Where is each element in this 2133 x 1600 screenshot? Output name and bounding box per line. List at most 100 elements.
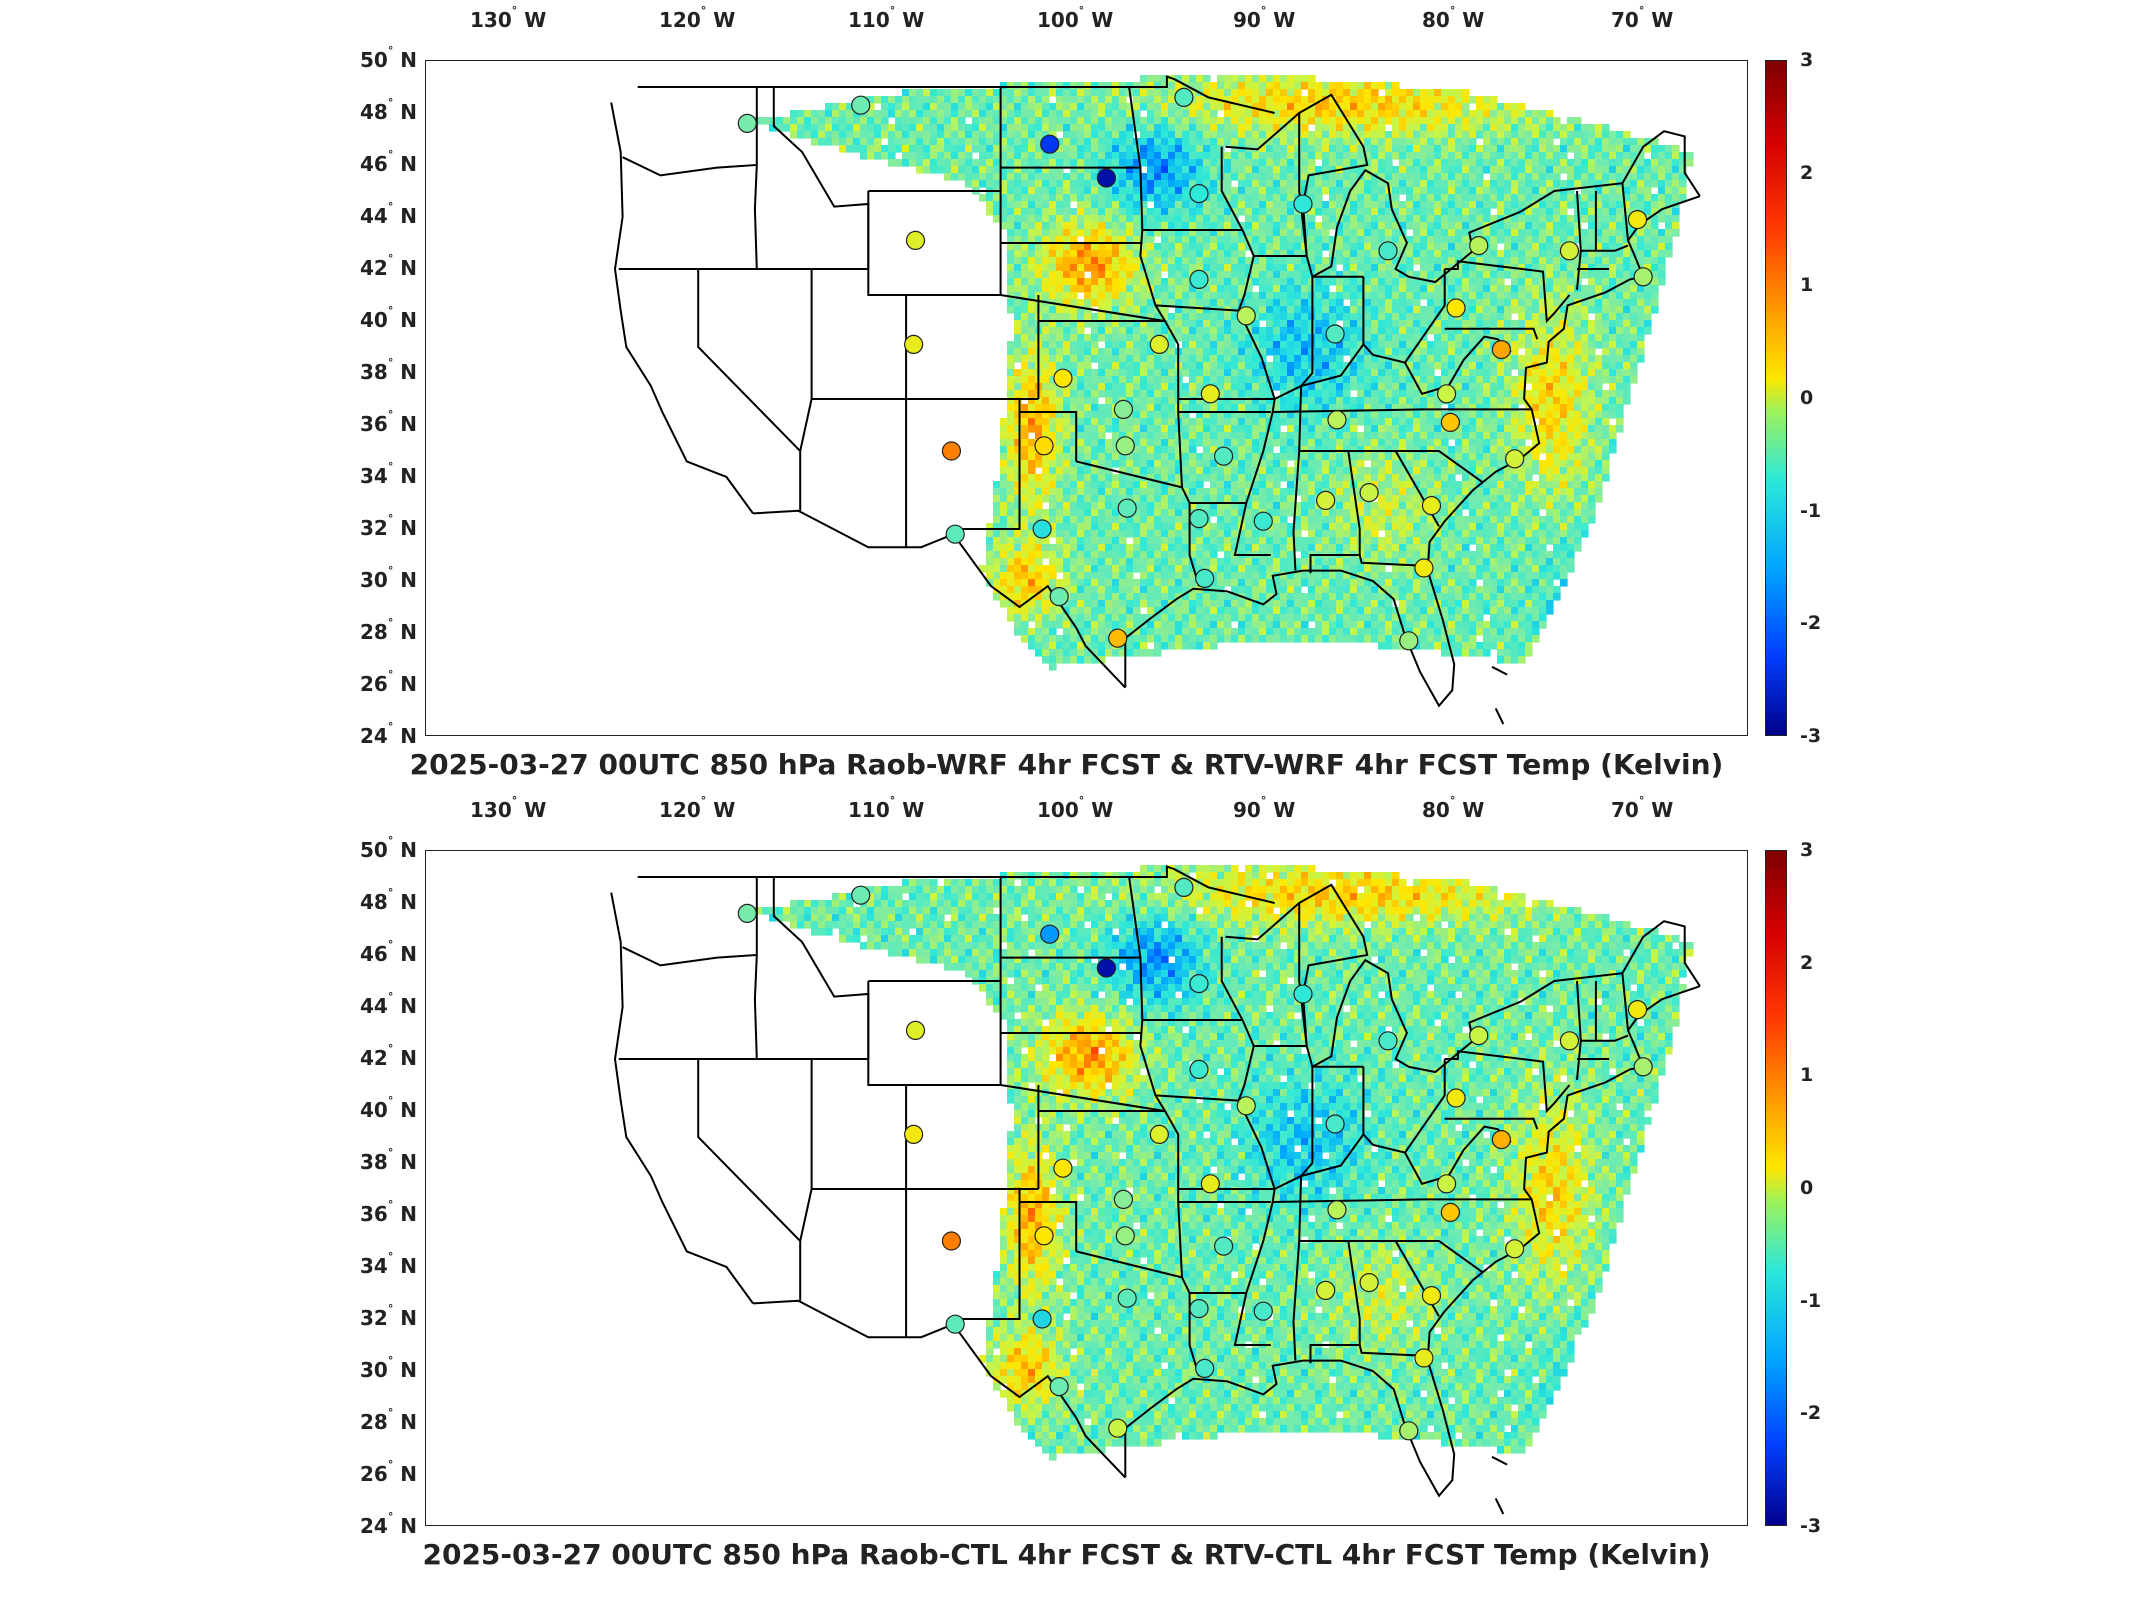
field-cell: [1126, 327, 1134, 335]
field-cell: [1504, 110, 1512, 118]
field-cell: [1294, 75, 1302, 83]
field-cell: [986, 103, 994, 111]
field-cell: [1427, 411, 1435, 419]
field-cell: [1126, 110, 1134, 118]
field-cell: [1567, 180, 1575, 188]
field-cell: [1147, 264, 1155, 272]
field-cell: [1581, 376, 1589, 384]
field-cell: [1609, 208, 1617, 216]
field-cell: [1441, 320, 1449, 328]
field-cell: [895, 159, 903, 167]
field-cell: [1014, 306, 1022, 314]
field-cell: [1056, 320, 1064, 328]
lat-tick-label: 40° N: [360, 304, 418, 332]
field-cell: [1049, 110, 1057, 118]
field-cell: [1280, 313, 1288, 321]
field-cell: [1259, 278, 1267, 286]
field-cell: [993, 110, 1001, 118]
field-cell: [1378, 194, 1386, 202]
field-cell: [1294, 159, 1302, 167]
field-cell: [986, 166, 994, 174]
field-cell: [1434, 131, 1442, 139]
field-cell: [818, 138, 826, 146]
field-cell: [1063, 201, 1071, 209]
field-cell: [1266, 215, 1274, 223]
field-cell: [1091, 376, 1099, 384]
field-cell: [1511, 418, 1519, 426]
field-cell: [1021, 376, 1029, 384]
field-cell: [1224, 390, 1232, 398]
field-cell: [1441, 376, 1449, 384]
field-cell: [1504, 292, 1512, 300]
field-cell: [1063, 334, 1071, 342]
field-cell: [1287, 404, 1295, 412]
field-cell: [1399, 159, 1407, 167]
field-cell: [1392, 439, 1400, 447]
field-cell: [1322, 418, 1330, 426]
field-cell: [1476, 292, 1484, 300]
field-cell: [1266, 299, 1274, 307]
field-cell: [1168, 341, 1176, 349]
field-cell: [1245, 355, 1253, 363]
field-cell: [1434, 299, 1442, 307]
field-cell: [1245, 152, 1253, 160]
field-cell: [1644, 194, 1652, 202]
field-cell: [1378, 229, 1386, 237]
field-cell: [972, 117, 980, 125]
field-cell: [1553, 299, 1561, 307]
field-cell: [881, 103, 889, 111]
field-cell: [1511, 285, 1519, 293]
field-cell: [1546, 278, 1554, 286]
field-cell: [1084, 229, 1092, 237]
field-cell: [1182, 194, 1190, 202]
field-cell: [1581, 439, 1589, 447]
field-cell: [1119, 327, 1127, 335]
field-cell: [1427, 194, 1435, 202]
field-cell: [1567, 264, 1575, 272]
field-cell: [1182, 439, 1190, 447]
field-cell: [1469, 131, 1477, 139]
field-cell: [1147, 320, 1155, 328]
field-cell: [1217, 278, 1225, 286]
field-cell: [1077, 215, 1085, 223]
field-cell: [1259, 362, 1267, 370]
field-cell: [1049, 285, 1057, 293]
field-cell: [1357, 320, 1365, 328]
field-cell: [1406, 341, 1414, 349]
field-cell: [1014, 96, 1022, 104]
field-cell: [1091, 334, 1099, 342]
field-cell: [1140, 201, 1148, 209]
field-cell: [902, 124, 910, 132]
field-cell: [1189, 446, 1197, 454]
field-cell: [1595, 208, 1603, 216]
field-cell: [1490, 432, 1498, 440]
field-cell: [1182, 257, 1190, 265]
field-cell: [1413, 432, 1421, 440]
field-cell: [1126, 180, 1134, 188]
field-cell: [1546, 194, 1554, 202]
field-cell: [1077, 82, 1085, 90]
field-cell: [1343, 390, 1351, 398]
field-cell: [1007, 418, 1015, 426]
field-cell: [1350, 159, 1358, 167]
field-cell: [1119, 369, 1127, 377]
field-cell: [1084, 285, 1092, 293]
field-cell: [1469, 411, 1477, 419]
field-cell: [1539, 215, 1547, 223]
field-cell: [1238, 124, 1246, 132]
field-cell: [923, 131, 931, 139]
field-cell: [1490, 236, 1498, 244]
field-cell: [1161, 369, 1169, 377]
field-cell: [1245, 222, 1253, 230]
field-cell: [1154, 117, 1162, 125]
field-cell: [1168, 313, 1176, 321]
field-cell: [1042, 89, 1050, 97]
field-cell: [1105, 341, 1113, 349]
field-cell: [1203, 404, 1211, 412]
field-cell: [1063, 418, 1071, 426]
field-cell: [1000, 82, 1008, 90]
field-cell: [1406, 355, 1414, 363]
field-cell: [1140, 334, 1148, 342]
field-cell: [1007, 138, 1015, 146]
field-cell: [1385, 173, 1393, 181]
